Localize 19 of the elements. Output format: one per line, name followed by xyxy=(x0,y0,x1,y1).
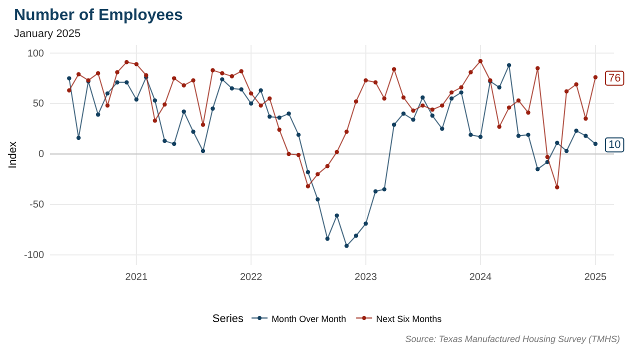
y-axis-title: Index xyxy=(7,141,19,168)
x-tick-label: 2024 xyxy=(469,272,492,284)
x-tick-label: 2023 xyxy=(354,272,378,284)
y-tick-label: 50 xyxy=(32,98,44,110)
legend-label: Month Over Month xyxy=(272,314,346,324)
chart-title: Number of Employees xyxy=(14,7,184,24)
y-tick-label: 100 xyxy=(27,48,44,60)
y-tick-label: -50 xyxy=(30,200,44,211)
x-tick-label: 2022 xyxy=(240,272,263,284)
source-note: Source: Texas Manufactured Housing Survey (TMHS) xyxy=(405,334,620,344)
x-tick-label: 2025 xyxy=(584,272,608,284)
chart-subtitle: January 2025 xyxy=(14,28,81,40)
legend-label: Next Six Months xyxy=(376,314,442,324)
data-label: 10 xyxy=(608,138,621,151)
y-tick-label: -100 xyxy=(24,250,44,262)
legend-title: Series xyxy=(212,313,244,325)
data-label: 76 xyxy=(608,72,621,84)
y-tick-label: 0 xyxy=(38,149,44,160)
x-tick-label: 2021 xyxy=(125,272,148,284)
